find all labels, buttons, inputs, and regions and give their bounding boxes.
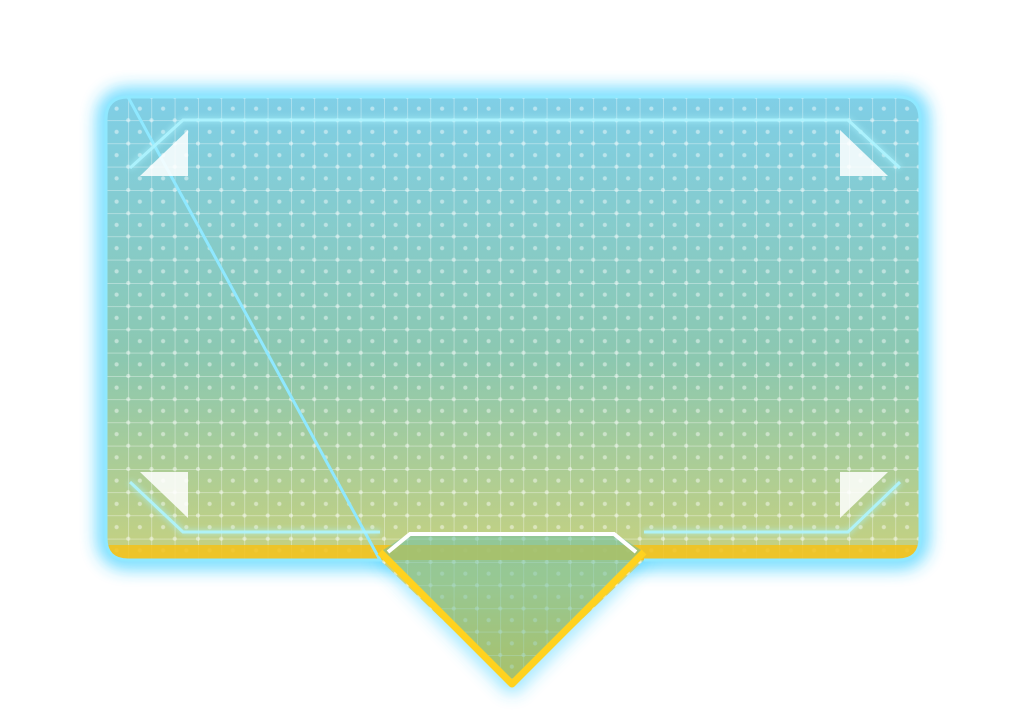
inner-frame-glow: [128, 117, 902, 535]
corner-triangle-bottom-right-icon: [840, 472, 888, 518]
corner-triangle-bottom-left-icon: [140, 472, 188, 518]
panel-outline: [104, 95, 922, 562]
corner-triangle-top-left-icon: [140, 130, 188, 176]
corner-triangle-top-right-icon: [840, 130, 888, 176]
downward-pointer-icon: [377, 532, 647, 688]
pointer-body: [380, 534, 644, 686]
